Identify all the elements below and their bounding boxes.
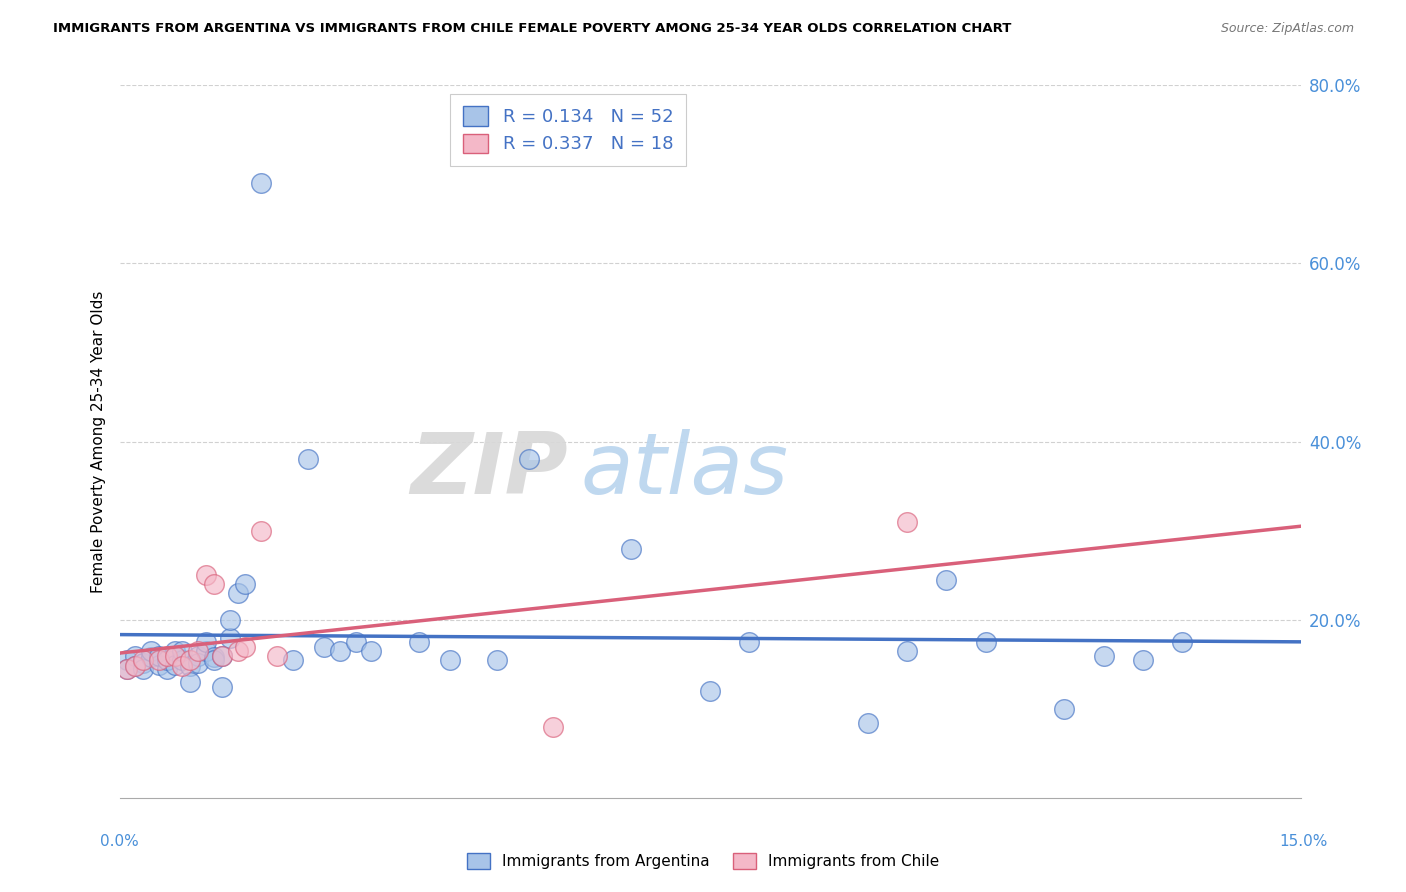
Point [139, 650, 162, 665]
Point [148, 648, 170, 663]
Point [218, 631, 240, 645]
Point [124, 648, 146, 663]
Point [172, 653, 194, 667]
Text: IMMIGRANTS FROM ARGENTINA VS IMMIGRANTS FROM CHILE FEMALE POVERTY AMONG 25-34 YE: IMMIGRANTS FROM ARGENTINA VS IMMIGRANTS … [53, 22, 1012, 36]
Point [163, 657, 186, 672]
Point [974, 635, 997, 649]
Point [856, 715, 879, 730]
Text: atlas: atlas [581, 428, 789, 512]
Point [235, 577, 257, 591]
Point [132, 656, 155, 670]
Point [179, 675, 201, 690]
Point [896, 644, 918, 658]
Point [117, 653, 139, 667]
Point [117, 662, 139, 676]
Point [139, 644, 162, 658]
Point [148, 653, 170, 667]
Point [195, 644, 218, 658]
Point [179, 659, 201, 673]
Point [156, 648, 179, 663]
Point [297, 452, 319, 467]
Point [187, 648, 209, 663]
Legend: R = 0.134   N = 52, R = 0.337   N = 18: R = 0.134 N = 52, R = 0.337 N = 18 [450, 94, 686, 166]
Point [172, 659, 194, 673]
Point [408, 635, 430, 649]
Point [699, 684, 721, 698]
Point [1053, 702, 1076, 716]
Point [163, 644, 186, 658]
Point [226, 644, 249, 658]
Point [211, 648, 233, 663]
Point [281, 653, 304, 667]
Legend: Immigrants from Argentina, Immigrants from Chile: Immigrants from Argentina, Immigrants fr… [461, 847, 945, 875]
Point [266, 648, 288, 663]
Point [329, 644, 352, 658]
Point [163, 648, 186, 663]
Point [235, 640, 257, 654]
Point [202, 653, 225, 667]
Point [314, 640, 336, 654]
Point [344, 635, 367, 649]
Text: 0.0%: 0.0% [100, 834, 139, 849]
Point [935, 573, 957, 587]
Point [124, 659, 146, 673]
Point [195, 635, 218, 649]
Point [620, 541, 643, 556]
Point [172, 644, 194, 658]
Point [250, 524, 273, 538]
Text: 15.0%: 15.0% [1279, 834, 1327, 849]
Point [738, 635, 761, 649]
Point [148, 657, 170, 672]
Text: ZIP: ZIP [411, 428, 568, 512]
Point [117, 662, 139, 676]
Point [486, 653, 509, 667]
Point [124, 659, 146, 673]
Point [156, 653, 179, 667]
Point [1171, 635, 1194, 649]
Point [218, 613, 240, 627]
Text: Source: ZipAtlas.com: Source: ZipAtlas.com [1220, 22, 1354, 36]
Point [202, 577, 225, 591]
Point [211, 648, 233, 663]
Point [202, 650, 225, 665]
Y-axis label: Female Poverty Among 25-34 Year Olds: Female Poverty Among 25-34 Year Olds [90, 291, 105, 592]
Point [541, 720, 564, 734]
Point [156, 662, 179, 676]
Point [896, 515, 918, 529]
Point [517, 452, 540, 467]
Point [360, 644, 382, 658]
Point [187, 644, 209, 658]
Point [1092, 648, 1115, 663]
Point [179, 653, 201, 667]
Point [1132, 653, 1154, 667]
Point [132, 653, 155, 667]
Point [187, 656, 209, 670]
Point [132, 662, 155, 676]
Point [226, 586, 249, 600]
Point [211, 680, 233, 694]
Point [195, 568, 218, 582]
Point [250, 176, 273, 190]
Point [439, 653, 461, 667]
